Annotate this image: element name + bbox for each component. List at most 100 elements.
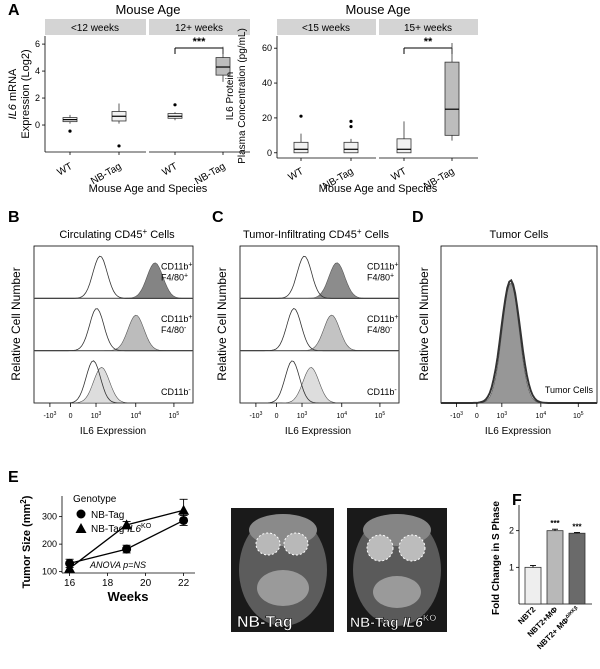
chart-d-xtick-label: 103 <box>497 411 508 420</box>
mri-right-image: NB-Tag IL6KO <box>347 508 447 632</box>
chart-d-xtick-label: 0 <box>475 413 479 420</box>
chart-a1-title: Mouse Age <box>115 2 180 17</box>
chart-f-ytick-label: 2 <box>509 526 514 536</box>
chart-a1-f1-wt-xtick-label: WT <box>56 161 75 178</box>
chart-d-title: Tumor Cells <box>490 229 549 241</box>
chart-e-annotation: ANOVA p=NS <box>89 560 146 570</box>
chart-b-xtick-label: 104 <box>130 411 141 420</box>
chart-a1-f2-wt-xtick-label: WT <box>161 161 180 178</box>
chart-d-xtick-label: 105 <box>573 411 584 420</box>
mri-left-label: NB-Tag <box>237 614 293 631</box>
chart-a1-sig-label: *** <box>193 36 207 48</box>
chart-b-title: Circulating CD45+ Cells <box>59 227 175 241</box>
chart-c-row3-label-1: CD11b- <box>367 387 397 397</box>
chart-b-row2-open-histogram <box>34 308 193 352</box>
chart-c-row2-label-1: CD11b+ <box>367 314 398 324</box>
chart-a2-facet-label-2: 15+ weeks <box>404 23 452 34</box>
chart-a2-f2-wt-xtick-label: WT <box>390 166 409 183</box>
mri-left-organ <box>257 570 309 606</box>
mri-left-image: NB-Tag <box>231 508 334 632</box>
chart-e: Genotype NB-Tag NB-Tag IL6KO Tumor Size … <box>19 494 195 604</box>
chart-b-row1-label-1: CD11b+ <box>161 262 192 272</box>
chart-e-legend-2: NB-Tag IL6KO <box>91 523 152 535</box>
chart-b-row3-label-1: CD11b- <box>161 387 191 397</box>
chart-f-bar-1 <box>524 566 542 605</box>
chart-c-row1-label-1: CD11b+ <box>367 262 398 272</box>
chart-a1: Mouse Age <12 weeks 12+ weeks *** IL6 mR… <box>7 2 250 195</box>
chart-c-row1-label-2: F4/80+ <box>367 273 394 283</box>
chart-a1-ytick-label: 4 <box>35 66 40 76</box>
chart-d-xtick-label: 104 <box>536 411 547 420</box>
chart-c-row2-open-histogram <box>240 308 399 352</box>
chart-a2-sig-label: ** <box>424 36 433 48</box>
chart-a1-f2-nbtag-xtick-label: NB-Tag <box>193 161 227 187</box>
chart-e-series-2-point <box>121 519 133 530</box>
chart-a1-ytick-label: 6 <box>35 39 40 49</box>
panel-letter-e: E <box>8 469 19 486</box>
chart-d-ylabel: Relative Cell Number <box>417 267 431 380</box>
chart-e-xtick-label: 20 <box>140 578 152 589</box>
chart-c-row3-filled-histogram <box>240 367 399 404</box>
chart-a2-ytick-label: 40 <box>262 78 272 88</box>
chart-e-series-2-point <box>178 504 190 515</box>
chart-f-bar-3 <box>568 532 586 605</box>
chart-a2-facet-label-1: <15 weeks <box>302 23 350 34</box>
chart-c-row2-label-2: F4/80- <box>367 325 393 335</box>
panel-letter-c: C <box>212 209 224 226</box>
chart-c-title: Tumor-Infiltrating CD45+ Cells <box>243 227 390 241</box>
chart-c-xtick-label: -103 <box>249 411 262 420</box>
chart-a2-f1-nbtag-outlier <box>349 125 353 129</box>
chart-e-ytick-label: 200 <box>42 539 57 549</box>
chart-a2: Mouse Age <15 weeks 15+ weeks ** IL6 Pro… <box>225 2 478 195</box>
chart-c-row3-open-histogram <box>240 360 399 404</box>
chart-e-series-1-point <box>122 544 132 554</box>
chart-a1-ylabel-1: IL6 mRNA <box>7 68 19 119</box>
chart-b-row3-open-histogram <box>34 360 193 404</box>
chart-a2-ylabel-2: Plasma Concentration (pg/mL) <box>237 28 248 164</box>
chart-a2-title: Mouse Age <box>345 2 410 17</box>
chart-a2-xlabel: Mouse Age and Species <box>319 183 438 195</box>
mri-right-tumor-2 <box>398 534 426 562</box>
chart-b: Circulating CD45+ Cells Relative Cell Nu… <box>9 227 194 437</box>
chart-a1-f2-nbtag-box <box>215 57 231 76</box>
chart-c: Tumor-Infiltrating CD45+ Cells Relative … <box>215 227 400 437</box>
chart-a1-xlabel: Mouse Age and Species <box>89 183 208 195</box>
chart-a2-ytick-label: 20 <box>262 113 272 123</box>
chart-b-xtick-label: 103 <box>91 411 102 420</box>
mri-left-tumor-1 <box>255 532 281 556</box>
chart-f-ytick-label: 1 <box>509 562 514 572</box>
mri-left-tumor-2 <box>283 532 309 556</box>
chart-e-ytick-label: 100 <box>42 567 57 577</box>
chart-f: Fold Change in S Phase 12NBT2***NBT2+MΦ*… <box>491 501 592 651</box>
chart-f-bar-3-significance: *** <box>572 523 582 532</box>
chart-c-xtick-label: 104 <box>336 411 347 420</box>
mri-right-organ <box>373 576 421 608</box>
chart-c-xlabel: IL6 Expression <box>285 426 351 437</box>
chart-b-row3-filled-histogram <box>34 367 193 404</box>
chart-e-xtick-label: 18 <box>102 578 114 589</box>
chart-b-xtick-label: 105 <box>169 411 180 420</box>
chart-b-ylabel: Relative Cell Number <box>9 267 23 380</box>
chart-a1-f1-wt-outlier <box>68 129 72 133</box>
chart-c-xtick-label: 0 <box>275 413 279 420</box>
chart-a1-ytick-label: 0 <box>35 120 40 130</box>
chart-e-legend-1: NB-Tag <box>91 510 124 521</box>
chart-b-row2-label-2: F4/80- <box>161 325 187 335</box>
chart-a1-ytick-label: 2 <box>35 93 40 103</box>
mri-right-label: NB-Tag IL6KO <box>350 613 436 630</box>
chart-a2-f1-wt-box <box>293 141 309 154</box>
chart-a2-f2-wt-box <box>396 138 412 154</box>
chart-a1-facet-label-2: 12+ weeks <box>175 23 223 34</box>
chart-a2-f1-wt-outlier <box>299 114 303 118</box>
chart-e-legend-circle-icon <box>76 509 86 519</box>
panel-letter-b: B <box>8 209 20 226</box>
chart-a1-strip-2 <box>149 19 250 35</box>
chart-a1-strip-1 <box>45 19 146 35</box>
chart-b-xlabel: IL6 Expression <box>80 426 146 437</box>
chart-a1-facet-label-1: <12 weeks <box>71 23 119 34</box>
chart-a2-strip-1-bg <box>277 19 376 35</box>
chart-a1-f1-nbtag-outlier <box>117 144 121 148</box>
chart-f-bar-2-significance: *** <box>550 519 560 528</box>
panel-letter-a: A <box>8 2 20 19</box>
